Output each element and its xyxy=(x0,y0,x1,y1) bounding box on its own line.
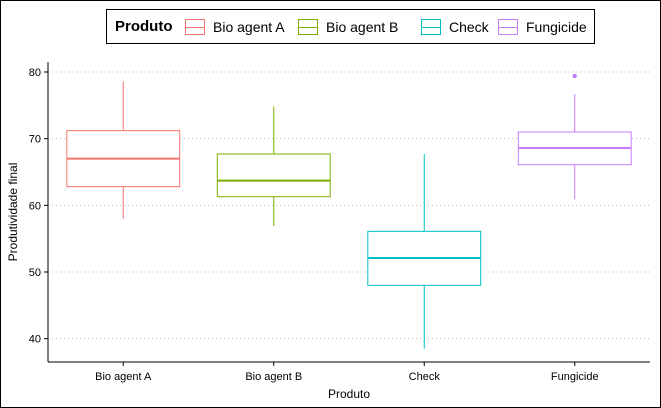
y-tick-label: 40 xyxy=(29,334,41,346)
y-tick-label: 60 xyxy=(29,200,41,212)
box-bio-agent-b xyxy=(216,106,331,226)
x-tick-label: Bio agent B xyxy=(245,371,302,383)
box-fungicide xyxy=(517,73,632,200)
legend: Produto Bio agent A Bio agent B Check Fungi… xyxy=(106,9,595,44)
legend-key xyxy=(498,19,518,35)
box-bio-agent-a xyxy=(66,81,181,219)
y-tick-label: 80 xyxy=(29,67,41,79)
y-tick-label: 50 xyxy=(29,267,41,279)
legend-key xyxy=(298,19,318,35)
legend-key-median xyxy=(186,27,204,28)
legend-label: Bio agent B xyxy=(326,19,399,35)
legend-key-median xyxy=(422,27,440,28)
x-axis-title: Produto xyxy=(328,387,370,401)
legend-key xyxy=(185,19,205,35)
x-tick-label: Fungicide xyxy=(551,371,599,383)
legend-label: Check xyxy=(449,19,489,35)
legend-label: Bio agent A xyxy=(213,19,285,35)
legend-key-median xyxy=(299,27,317,28)
legend-key xyxy=(421,19,441,35)
y-tick-label: 70 xyxy=(29,134,41,146)
legend-key-median xyxy=(499,27,517,28)
box-iqr xyxy=(216,153,331,198)
x-tick-label: Bio agent A xyxy=(95,371,152,383)
legend-label: Fungicide xyxy=(526,19,587,35)
x-tick-label: Check xyxy=(409,371,441,383)
box-check xyxy=(367,154,482,349)
legend-title: Produto xyxy=(115,18,173,35)
outlier-point xyxy=(572,73,577,79)
y-axis-title: Produtividade final xyxy=(6,163,20,262)
